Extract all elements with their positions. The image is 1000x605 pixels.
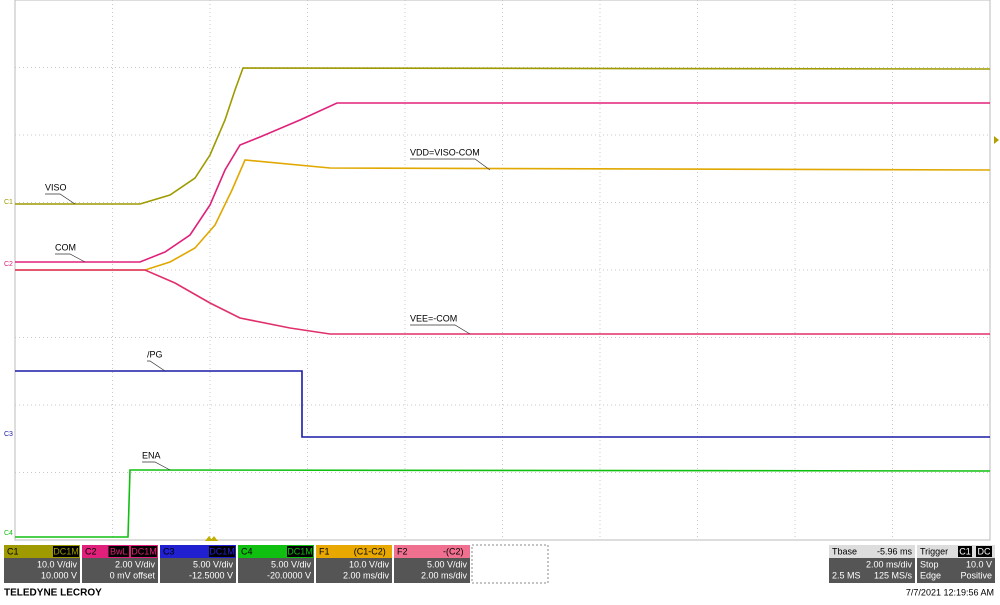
- panel-value: 2.00 ms/div: [343, 570, 390, 580]
- panel-tag-text: DC1M: [53, 546, 79, 556]
- grid: [15, 0, 990, 540]
- label-leader: [410, 158, 491, 171]
- trace-c1: [15, 67, 991, 205]
- trigger-position: [205, 536, 218, 541]
- tbase-line: 125 MS/s: [874, 570, 913, 580]
- panel-value: -12.5000 V: [189, 570, 233, 580]
- panel-value: 5.00 V/div: [193, 559, 234, 569]
- trigger-tag: [958, 546, 972, 557]
- panel-body: [4, 558, 80, 583]
- panel-value: 10.0 V/div: [349, 559, 390, 569]
- channel-marker: C2: [4, 261, 13, 268]
- panel-tag: [209, 546, 235, 557]
- panel-value: 5.00 V/div: [427, 559, 468, 569]
- trace-label: VEE=-COM: [410, 313, 457, 323]
- panel-body: [160, 558, 236, 583]
- panel-tag-text: DC1M: [131, 546, 157, 556]
- label-leader: [142, 461, 171, 471]
- panel-name: F2: [397, 546, 408, 556]
- trace-f2: [15, 269, 990, 335]
- empty-panel: [471, 544, 549, 584]
- channel-marker: C3: [4, 431, 13, 438]
- trace-c4: [15, 469, 991, 538]
- panel-tag-text: -(C2): [443, 546, 464, 556]
- timestamp: 7/7/2021 12:19:56 AM: [906, 587, 994, 597]
- trace-label: VISO: [45, 182, 67, 192]
- tbase-header: [829, 545, 915, 558]
- panel-tag-text: DC1M: [287, 546, 313, 556]
- panel-tag: [131, 546, 157, 557]
- panel-tag-text: BwL: [110, 546, 128, 556]
- trigger-line: Stop: [920, 559, 939, 569]
- panel-tag: [53, 546, 79, 557]
- channel-marker: C4: [4, 530, 13, 537]
- trigger-name: Trigger: [920, 546, 948, 556]
- panel-tag-text: DC1M: [209, 546, 235, 556]
- panel-value: 2.00 ms/div: [421, 570, 468, 580]
- panel-body: [316, 558, 392, 583]
- trace-f1: [15, 159, 991, 271]
- label-leader: [55, 253, 86, 263]
- tbase-body: [829, 558, 915, 583]
- trace-label: ENA: [142, 450, 161, 460]
- trigger-body: [917, 558, 995, 583]
- tbase-line: 2.5 MS: [832, 570, 861, 580]
- panel-tag: [287, 546, 313, 557]
- panel-value: 2.00 V/div: [115, 559, 156, 569]
- panel-value: 10.000 V: [41, 570, 77, 580]
- panel-name: F1: [319, 546, 330, 556]
- trace-c2: [15, 102, 990, 263]
- panel-body: [82, 558, 158, 583]
- panel-header: [316, 545, 392, 558]
- panel-body: [238, 558, 314, 583]
- panel-value: 10.0 V/div: [37, 559, 78, 569]
- trigger-line: 10.0 V: [966, 559, 992, 569]
- trigger-tag: [976, 546, 992, 557]
- label-leader: [410, 324, 471, 335]
- trace-label: VDD=VISO-COM: [410, 147, 480, 157]
- panel-value: 5.00 V/div: [271, 559, 312, 569]
- channel-marker: C1: [4, 199, 13, 206]
- trigger-line: Edge: [920, 570, 941, 580]
- trigger-tag-text: C1: [959, 546, 971, 556]
- trace-label: /PG: [147, 349, 163, 359]
- panel-value: -20.0000 V: [267, 570, 311, 580]
- panel-value: 0 mV offset: [110, 570, 156, 580]
- tbase-line: 2.00 ms/div: [866, 559, 913, 569]
- panel-body: [394, 558, 470, 583]
- brand: TELEDYNE LECROY: [4, 588, 102, 599]
- tbase-value: -5.96 ms: [877, 546, 913, 556]
- trigger-header: [917, 545, 995, 558]
- label-leader: [147, 360, 166, 372]
- label-leader: [45, 193, 76, 205]
- panel-tag-text: (C1-C2): [354, 546, 386, 556]
- panel-name: C4: [241, 546, 253, 556]
- panel-name: C3: [163, 546, 175, 556]
- panel-tag: [108, 546, 129, 557]
- trace-label: COM: [55, 242, 76, 252]
- tbase-name: Tbase: [832, 546, 857, 556]
- trace-c3: [15, 370, 990, 438]
- trigger-level: [994, 136, 999, 144]
- trigger-line: Positive: [960, 570, 992, 580]
- panel-name: C2: [85, 546, 97, 556]
- panel-header: [394, 545, 470, 558]
- trigger-tag-text: DC: [978, 546, 991, 556]
- panel-name: C1: [7, 546, 19, 556]
